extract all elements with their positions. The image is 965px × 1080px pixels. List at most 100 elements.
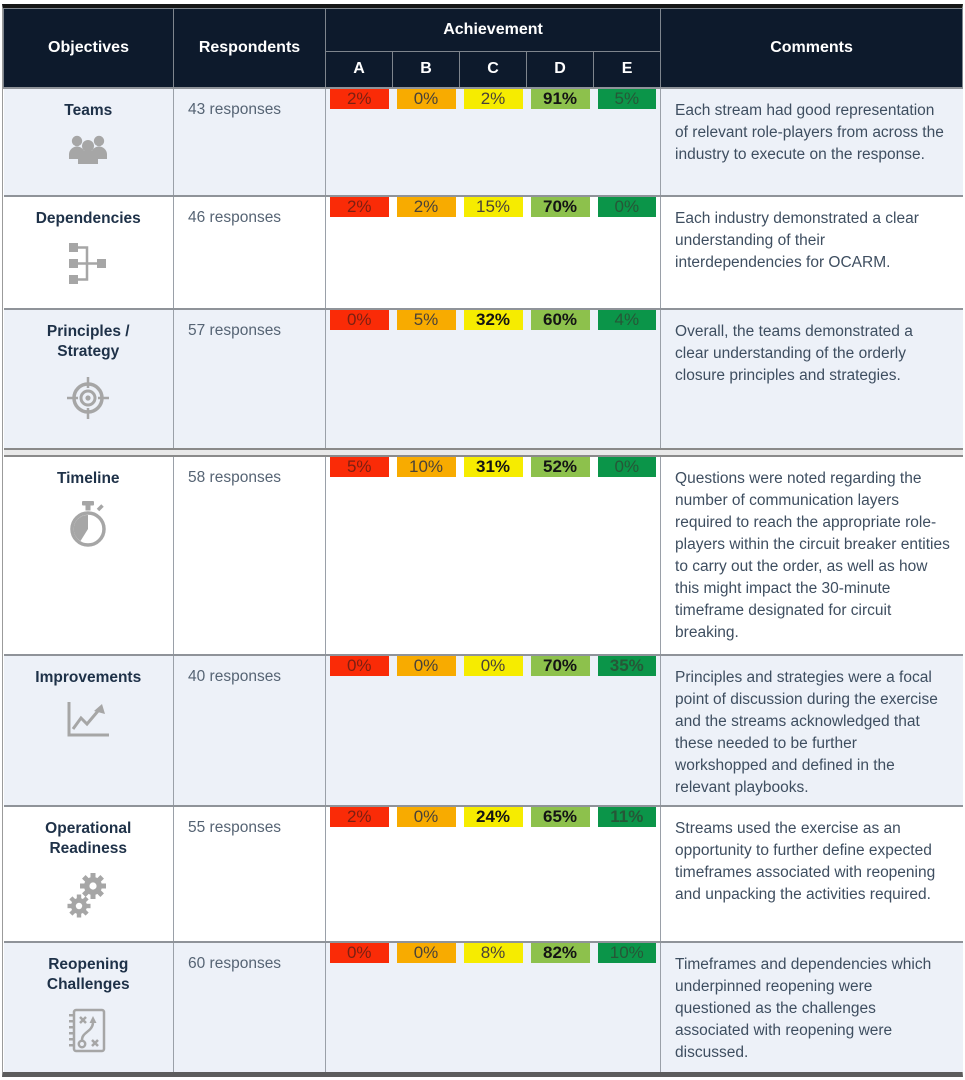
grade-header-a: A — [325, 51, 393, 88]
achievement-cell-c: 15% — [459, 194, 527, 309]
achievement-value: 11% — [610, 806, 644, 826]
table-row: Improvements 40 responses 0% 0% 0% 70% 3… — [3, 653, 963, 806]
grade-header-e: E — [592, 51, 662, 88]
achievement-value: 0% — [614, 456, 640, 476]
comment-cell: Streams used the exercise as an opportun… — [660, 804, 963, 942]
achievement-cell-b: 0% — [392, 940, 460, 1072]
grade-header-d: D — [526, 51, 594, 88]
achievement-cell-a: 5% — [325, 454, 393, 655]
respondents-header: Respondents — [173, 8, 326, 88]
objective-cell: Teams — [3, 86, 174, 196]
achievement-cell-e: 4% — [593, 307, 661, 449]
objective-label: Dependencies — [35, 209, 141, 227]
objective-cell: Principles / Strategy — [3, 307, 174, 449]
respondents-cell: 57 responses — [173, 307, 326, 449]
achievement-value: 15% — [475, 196, 511, 216]
target-icon — [4, 375, 174, 426]
dependency-tree-icon — [4, 241, 174, 292]
achievement-cell-c: 24% — [459, 804, 527, 942]
achievement-value: 5% — [413, 309, 439, 329]
achievement-cell-c: 31% — [459, 454, 527, 655]
people-group-icon — [4, 133, 174, 172]
respondents-cell: 55 responses — [173, 804, 326, 942]
objective-cell: Timeline — [3, 454, 174, 655]
objective-label: Improvements — [35, 668, 142, 686]
achievement-value: 2% — [413, 196, 439, 216]
grade-header-b: B — [392, 51, 460, 88]
achievement-cell-e: 10% — [593, 940, 661, 1072]
achievement-value: 0% — [413, 88, 439, 108]
objective-label: Principles / Strategy — [46, 322, 130, 361]
objective-cell: Reopening Challenges — [3, 940, 174, 1072]
table-row: Dependencies 46 responses 2% 2% 15% 70% … — [3, 194, 963, 309]
achievement-value: 4% — [614, 309, 640, 329]
achievement-value: 52% — [542, 456, 578, 476]
achievement-value: 91% — [542, 88, 578, 108]
achievement-cell-e: 35% — [593, 653, 661, 806]
trend-chart-icon — [4, 700, 174, 745]
achievement-cell-d: 70% — [526, 653, 594, 806]
comments-header: Comments — [660, 8, 964, 88]
achievement-value: 0% — [413, 655, 439, 675]
achievement-value: 70% — [542, 655, 578, 675]
respondents-cell: 60 responses — [173, 940, 326, 1072]
achievement-cell-e: 5% — [593, 86, 661, 196]
table-row: Operational Readiness — [3, 804, 963, 942]
achievement-value: 2% — [346, 88, 372, 108]
achievement-value: 2% — [346, 806, 372, 826]
achievement-value: 10% — [408, 456, 444, 476]
stopwatch-icon — [4, 501, 174, 554]
achievement-cell-a: 2% — [325, 804, 393, 942]
achievement-value: 32% — [475, 309, 511, 329]
achievement-value: 65% — [542, 806, 578, 826]
achievement-value: 8% — [480, 942, 506, 962]
achievement-cell-b: 0% — [392, 653, 460, 806]
achievement-value: 35% — [609, 655, 644, 675]
achievement-value: 0% — [480, 655, 506, 675]
respondents-cell: 43 responses — [173, 86, 326, 196]
achievement-value: 0% — [413, 806, 439, 826]
achievement-value: 2% — [480, 88, 506, 108]
comment-cell: Questions were noted regarding the numbe… — [660, 454, 963, 655]
achievement-cell-d: 60% — [526, 307, 594, 449]
achievement-cell-a: 2% — [325, 86, 393, 196]
achievement-cell-c: 0% — [459, 653, 527, 806]
achievement-cell-d: 82% — [526, 940, 594, 1072]
achievement-cell-d: 70% — [526, 194, 594, 309]
achievement-cell-d: 91% — [526, 86, 594, 196]
gears-icon — [4, 872, 174, 925]
achievement-value: 0% — [346, 309, 372, 329]
table-row: Teams 43 responses 2% 0% 2% 91% 5% — [3, 86, 963, 196]
achievement-cell-b: 10% — [392, 454, 460, 655]
achievement-cell-b: 0% — [392, 86, 460, 196]
achievement-value: 5% — [614, 88, 640, 108]
objective-cell: Operational Readiness — [3, 804, 174, 942]
achievement-value: 60% — [542, 309, 578, 329]
achievement-cell-e: 0% — [593, 454, 661, 655]
table-row: Reopening Challenges — [3, 940, 963, 1072]
achievement-header: Achievement — [324, 8, 662, 52]
objectives-header: Objectives — [3, 8, 174, 88]
achievement-cell-b: 5% — [392, 307, 460, 449]
achievement-cell-b: 2% — [392, 194, 460, 309]
achievement-value: 0% — [413, 942, 439, 962]
achievement-cell-a: 0% — [325, 307, 393, 449]
achievement-value: 0% — [346, 942, 372, 962]
achievement-cell-a: 0% — [325, 940, 393, 1072]
achievement-value: 2% — [346, 196, 372, 216]
achievement-cell-b: 0% — [392, 804, 460, 942]
section-separator — [3, 447, 963, 457]
achievement-value: 0% — [614, 196, 640, 216]
objective-label: Teams — [64, 101, 113, 119]
achievement-cell-d: 52% — [526, 454, 594, 655]
achievement-cell-c: 2% — [459, 86, 527, 196]
objective-label: Reopening Challenges — [46, 955, 130, 994]
achievement-cell-e: 0% — [593, 194, 661, 309]
comment-cell: Timeframes and dependencies which underp… — [660, 940, 963, 1072]
respondents-cell: 58 responses — [173, 454, 326, 655]
respondents-cell: 40 responses — [173, 653, 326, 806]
objective-cell: Improvements — [3, 653, 174, 806]
achievement-value: 24% — [475, 806, 511, 826]
objective-label: Operational Readiness — [45, 819, 132, 858]
achievement-cell-a: 2% — [325, 194, 393, 309]
